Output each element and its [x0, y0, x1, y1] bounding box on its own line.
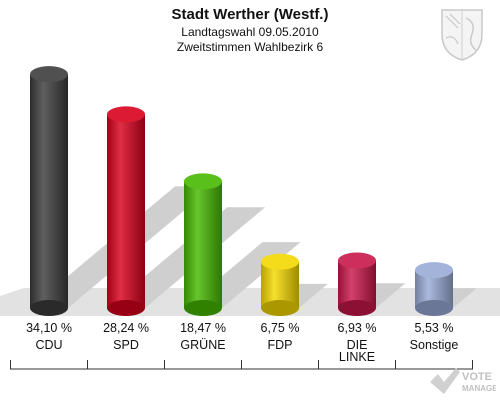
labels-group: 34,10 % CDU 28,24 % SPD 18,47 % GRÜNE 6,75 % FD… [26, 321, 458, 364]
bar [107, 114, 145, 309]
bar [184, 181, 222, 308]
vote-manager-logo: VOTE MANAGER [430, 368, 496, 394]
category-label: Sonstige [410, 338, 459, 352]
bar-base [338, 300, 376, 316]
category-axis [10, 360, 473, 370]
category-label: CDU [35, 338, 62, 352]
bar-cap [107, 106, 145, 123]
category-label: GRÜNE [180, 338, 225, 352]
checkmark-icon [430, 368, 460, 394]
bar-cap [261, 253, 299, 270]
category-label: SPD [113, 338, 139, 352]
value-label: 6,93 % [338, 321, 377, 335]
chart-subtitle-district: Zweitstimmen Wahlbezirk 6 [176, 40, 324, 54]
value-label: 5,53 % [415, 321, 454, 335]
value-label: 6,75 % [261, 321, 300, 335]
chart-subtitle-election: Landtagswahl 09.05.2010 [181, 25, 319, 39]
bar-base [261, 300, 299, 316]
bar-cap [184, 173, 222, 190]
bar-base [415, 300, 453, 316]
bar-base [184, 300, 222, 316]
bar [30, 74, 68, 309]
bar-cap [338, 252, 376, 269]
bar-base [30, 300, 68, 316]
category-label: LINKE [339, 350, 375, 364]
watermark-vote: VOTE [462, 371, 492, 383]
bars-group [30, 66, 453, 316]
coat-of-arms-icon [441, 9, 483, 61]
bar-base [107, 300, 145, 316]
bar-cap [30, 66, 68, 83]
value-label: 34,10 % [26, 321, 72, 335]
bar-cap [415, 262, 453, 279]
category-label: FDP [268, 338, 293, 352]
value-label: 18,47 % [180, 321, 226, 335]
chart-title: Stadt Werther (Westf.) [171, 6, 329, 23]
value-label: 28,24 % [103, 321, 149, 335]
watermark-manager: MANAGER [462, 384, 496, 393]
category-label: DIE [347, 338, 368, 352]
